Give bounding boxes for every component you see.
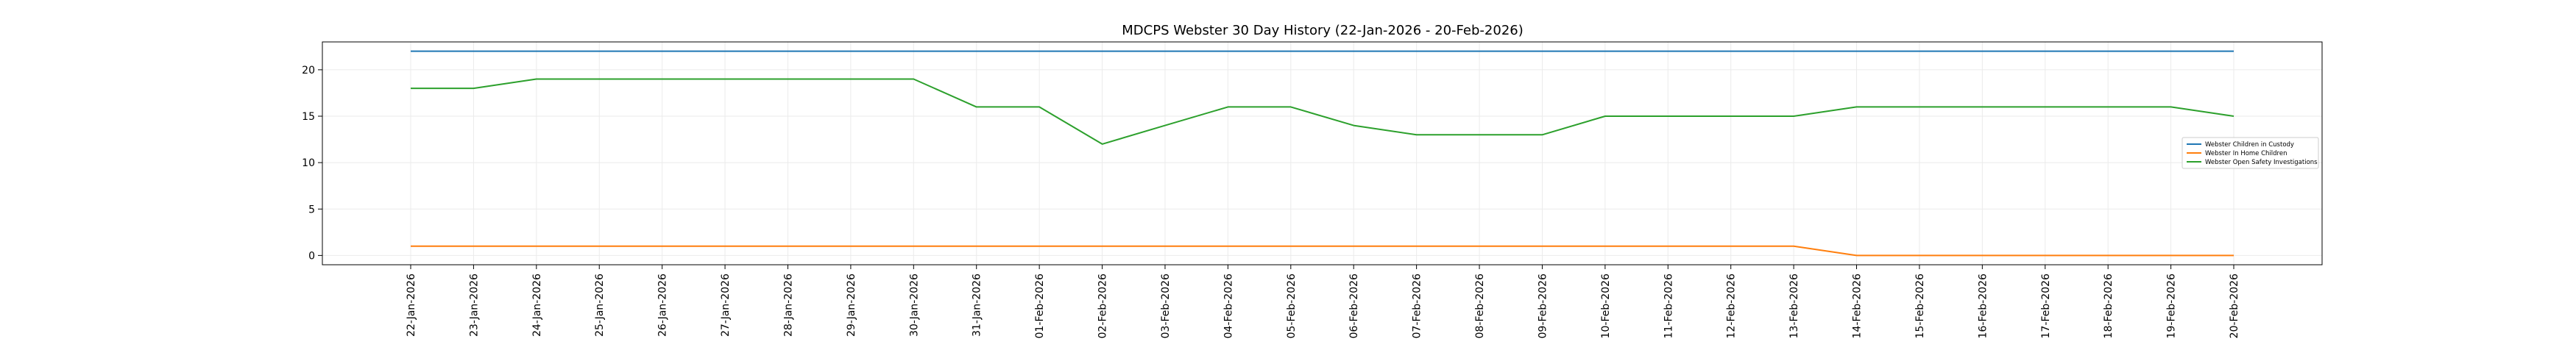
chart-title: MDCPS Webster 30 Day History (22-Jan-202… — [1122, 23, 1524, 38]
plot-area — [322, 41, 2323, 265]
legend-entry: Webster Children in Custody — [2205, 141, 2294, 149]
x-tick-label: 07-Feb-2026 — [1412, 274, 1423, 338]
x-tick-label: 14-Feb-2026 — [1852, 274, 1864, 338]
legend-entry: Webster Open Safety Investigations — [2205, 159, 2318, 166]
x-tick-label: 12-Feb-2026 — [1726, 274, 1738, 338]
x-tick-label: 29-Jan-2026 — [846, 274, 857, 337]
x-tick-label: 16-Feb-2026 — [1977, 274, 1989, 338]
y-tick-label: 10 — [302, 157, 315, 169]
x-tick-label: 19-Feb-2026 — [2166, 274, 2178, 338]
y-tick-label: 5 — [308, 204, 315, 215]
series-line — [411, 245, 2234, 257]
x-tick-label: 05-Feb-2026 — [1286, 274, 1298, 338]
x-tick-label: 26-Jan-2026 — [657, 274, 669, 337]
x-tick-label: 15-Feb-2026 — [1914, 274, 1926, 338]
legend-entry: Webster In Home Children — [2205, 150, 2287, 157]
x-tick-label: 24-Jan-2026 — [531, 274, 543, 337]
y-tick-label: 20 — [302, 65, 315, 76]
x-tick-label: 18-Feb-2026 — [2103, 274, 2115, 338]
x-tick-label: 20-Feb-2026 — [2229, 274, 2240, 338]
x-tick-label: 23-Jan-2026 — [468, 274, 480, 337]
x-tick-label: 06-Feb-2026 — [1348, 274, 1360, 338]
x-tick-label: 04-Feb-2026 — [1222, 274, 1234, 338]
series-line — [411, 78, 2234, 145]
x-tick-label: 31-Jan-2026 — [972, 274, 983, 337]
legend-box — [2182, 137, 2319, 169]
x-tick-label: 22-Jan-2026 — [406, 274, 417, 337]
x-tick-label: 13-Feb-2026 — [1788, 274, 1800, 338]
series-lines — [411, 50, 2234, 257]
x-tick-label: 08-Feb-2026 — [1474, 274, 1486, 338]
x-tick-label: 30-Jan-2026 — [908, 274, 920, 337]
axes: 22-Jan-2026 23-Jan-2026 24-Jan-2026 25-Jan-… — [302, 65, 2240, 338]
x-tick-label: 11-Feb-2026 — [1663, 274, 1674, 338]
y-tick-label: 0 — [308, 250, 315, 262]
x-tick-label: 01-Feb-2026 — [1034, 274, 1046, 338]
x-tick-label: 02-Feb-2026 — [1097, 274, 1109, 338]
x-tick-label: 27-Jan-2026 — [720, 274, 732, 337]
x-tick-label: 09-Feb-2026 — [1537, 274, 1549, 338]
y-tick-label: 15 — [302, 111, 315, 123]
x-tick-label: 25-Jan-2026 — [594, 274, 606, 337]
grid — [322, 42, 2322, 265]
x-tick-label: 28-Jan-2026 — [782, 274, 794, 337]
x-tick-label: 17-Feb-2026 — [2040, 274, 2052, 338]
x-tick-label: 10-Feb-2026 — [1600, 274, 1612, 338]
x-tick-label: 03-Feb-2026 — [1160, 274, 1172, 338]
